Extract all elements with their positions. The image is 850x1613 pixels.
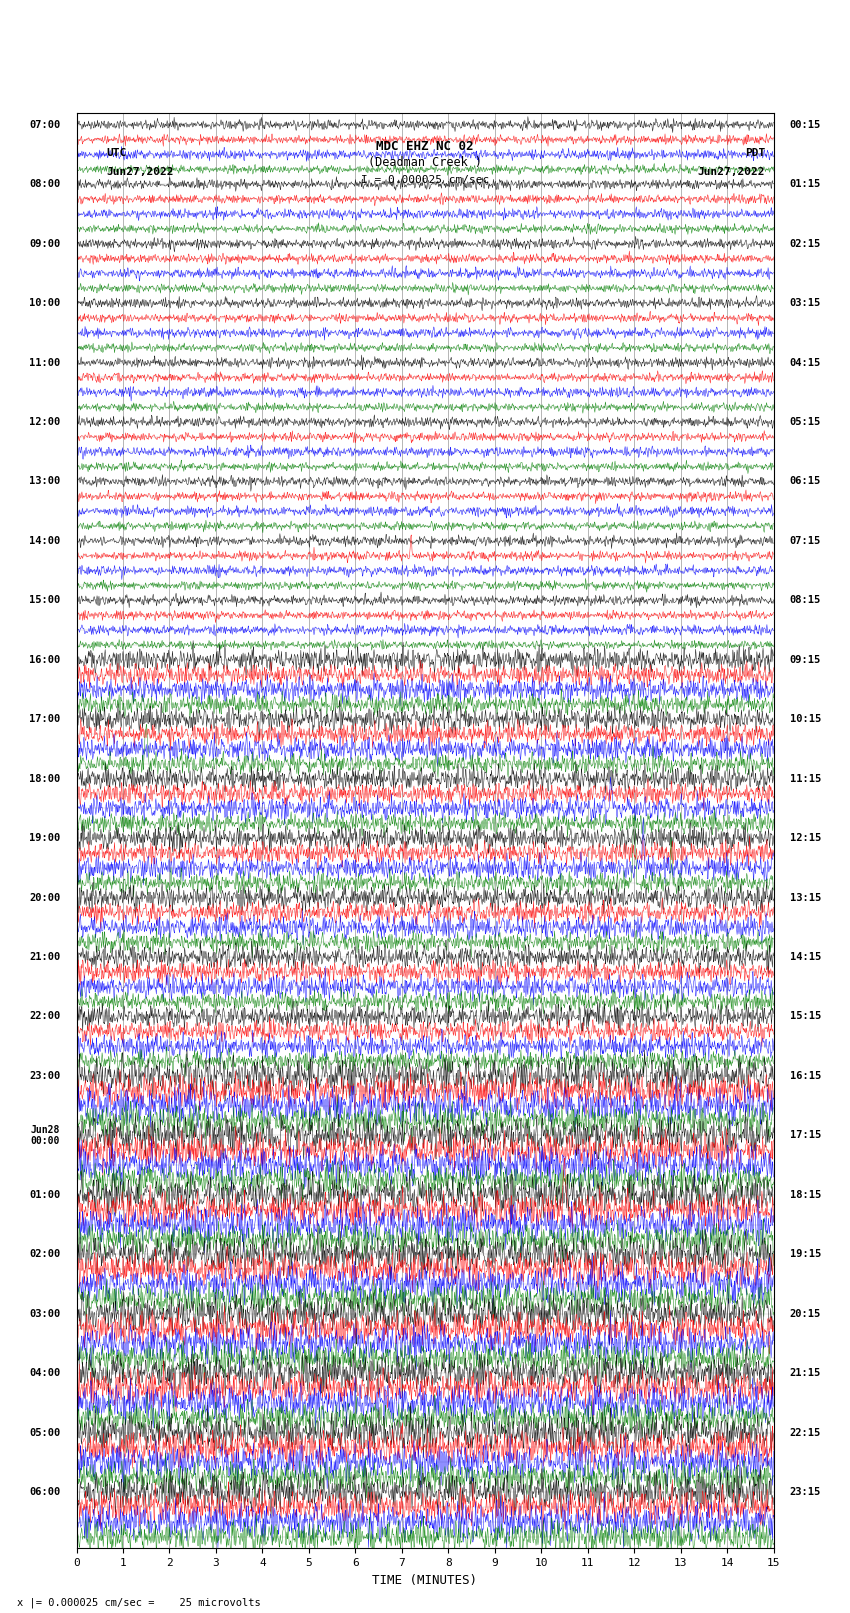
Text: 02:15: 02:15 <box>790 239 821 248</box>
Text: 03:00: 03:00 <box>29 1308 60 1319</box>
Text: 04:00: 04:00 <box>29 1368 60 1378</box>
Text: 00:15: 00:15 <box>790 119 821 129</box>
Text: 12:15: 12:15 <box>790 834 821 844</box>
Text: 19:00: 19:00 <box>29 834 60 844</box>
Text: 21:15: 21:15 <box>790 1368 821 1378</box>
Text: 23:15: 23:15 <box>790 1487 821 1497</box>
Text: I = 0.000025 cm/sec: I = 0.000025 cm/sec <box>361 176 489 185</box>
Text: 20:00: 20:00 <box>29 892 60 903</box>
Text: Jun27,2022: Jun27,2022 <box>698 168 765 177</box>
Text: 11:00: 11:00 <box>29 358 60 368</box>
Text: 22:15: 22:15 <box>790 1428 821 1437</box>
Text: PDT: PDT <box>745 148 765 158</box>
Text: 10:15: 10:15 <box>790 715 821 724</box>
Text: 15:15: 15:15 <box>790 1011 821 1021</box>
Text: 11:15: 11:15 <box>790 774 821 784</box>
Text: 17:00: 17:00 <box>29 715 60 724</box>
Text: 13:00: 13:00 <box>29 476 60 487</box>
Text: 06:00: 06:00 <box>29 1487 60 1497</box>
Text: 03:15: 03:15 <box>790 298 821 308</box>
Text: x |= 0.000025 cm/sec =    25 microvolts: x |= 0.000025 cm/sec = 25 microvolts <box>17 1597 261 1608</box>
Text: 15:00: 15:00 <box>29 595 60 605</box>
Text: 20:15: 20:15 <box>790 1308 821 1319</box>
Text: 05:00: 05:00 <box>29 1428 60 1437</box>
Text: 04:15: 04:15 <box>790 358 821 368</box>
Text: 22:00: 22:00 <box>29 1011 60 1021</box>
Text: Jun28
00:00: Jun28 00:00 <box>31 1124 60 1147</box>
Text: 07:15: 07:15 <box>790 536 821 545</box>
Text: 18:00: 18:00 <box>29 774 60 784</box>
Text: 14:15: 14:15 <box>790 952 821 961</box>
Text: 08:00: 08:00 <box>29 179 60 189</box>
Text: 10:00: 10:00 <box>29 298 60 308</box>
X-axis label: TIME (MINUTES): TIME (MINUTES) <box>372 1574 478 1587</box>
Text: 01:15: 01:15 <box>790 179 821 189</box>
Text: 05:15: 05:15 <box>790 418 821 427</box>
Text: 02:00: 02:00 <box>29 1248 60 1260</box>
Text: 23:00: 23:00 <box>29 1071 60 1081</box>
Text: 16:15: 16:15 <box>790 1071 821 1081</box>
Text: 06:15: 06:15 <box>790 476 821 487</box>
Text: 14:00: 14:00 <box>29 536 60 545</box>
Text: 17:15: 17:15 <box>790 1131 821 1140</box>
Text: 07:00: 07:00 <box>29 119 60 129</box>
Text: UTC: UTC <box>106 148 127 158</box>
Text: 09:15: 09:15 <box>790 655 821 665</box>
Text: MDC EHZ NC 02: MDC EHZ NC 02 <box>377 140 473 153</box>
Text: 16:00: 16:00 <box>29 655 60 665</box>
Text: 08:15: 08:15 <box>790 595 821 605</box>
Text: 12:00: 12:00 <box>29 418 60 427</box>
Text: 13:15: 13:15 <box>790 892 821 903</box>
Text: (Deadman Creek ): (Deadman Creek ) <box>368 156 482 169</box>
Text: 21:00: 21:00 <box>29 952 60 961</box>
Text: 19:15: 19:15 <box>790 1248 821 1260</box>
Text: Jun27,2022: Jun27,2022 <box>106 168 173 177</box>
Text: 18:15: 18:15 <box>790 1190 821 1200</box>
Text: 09:00: 09:00 <box>29 239 60 248</box>
Text: 01:00: 01:00 <box>29 1190 60 1200</box>
